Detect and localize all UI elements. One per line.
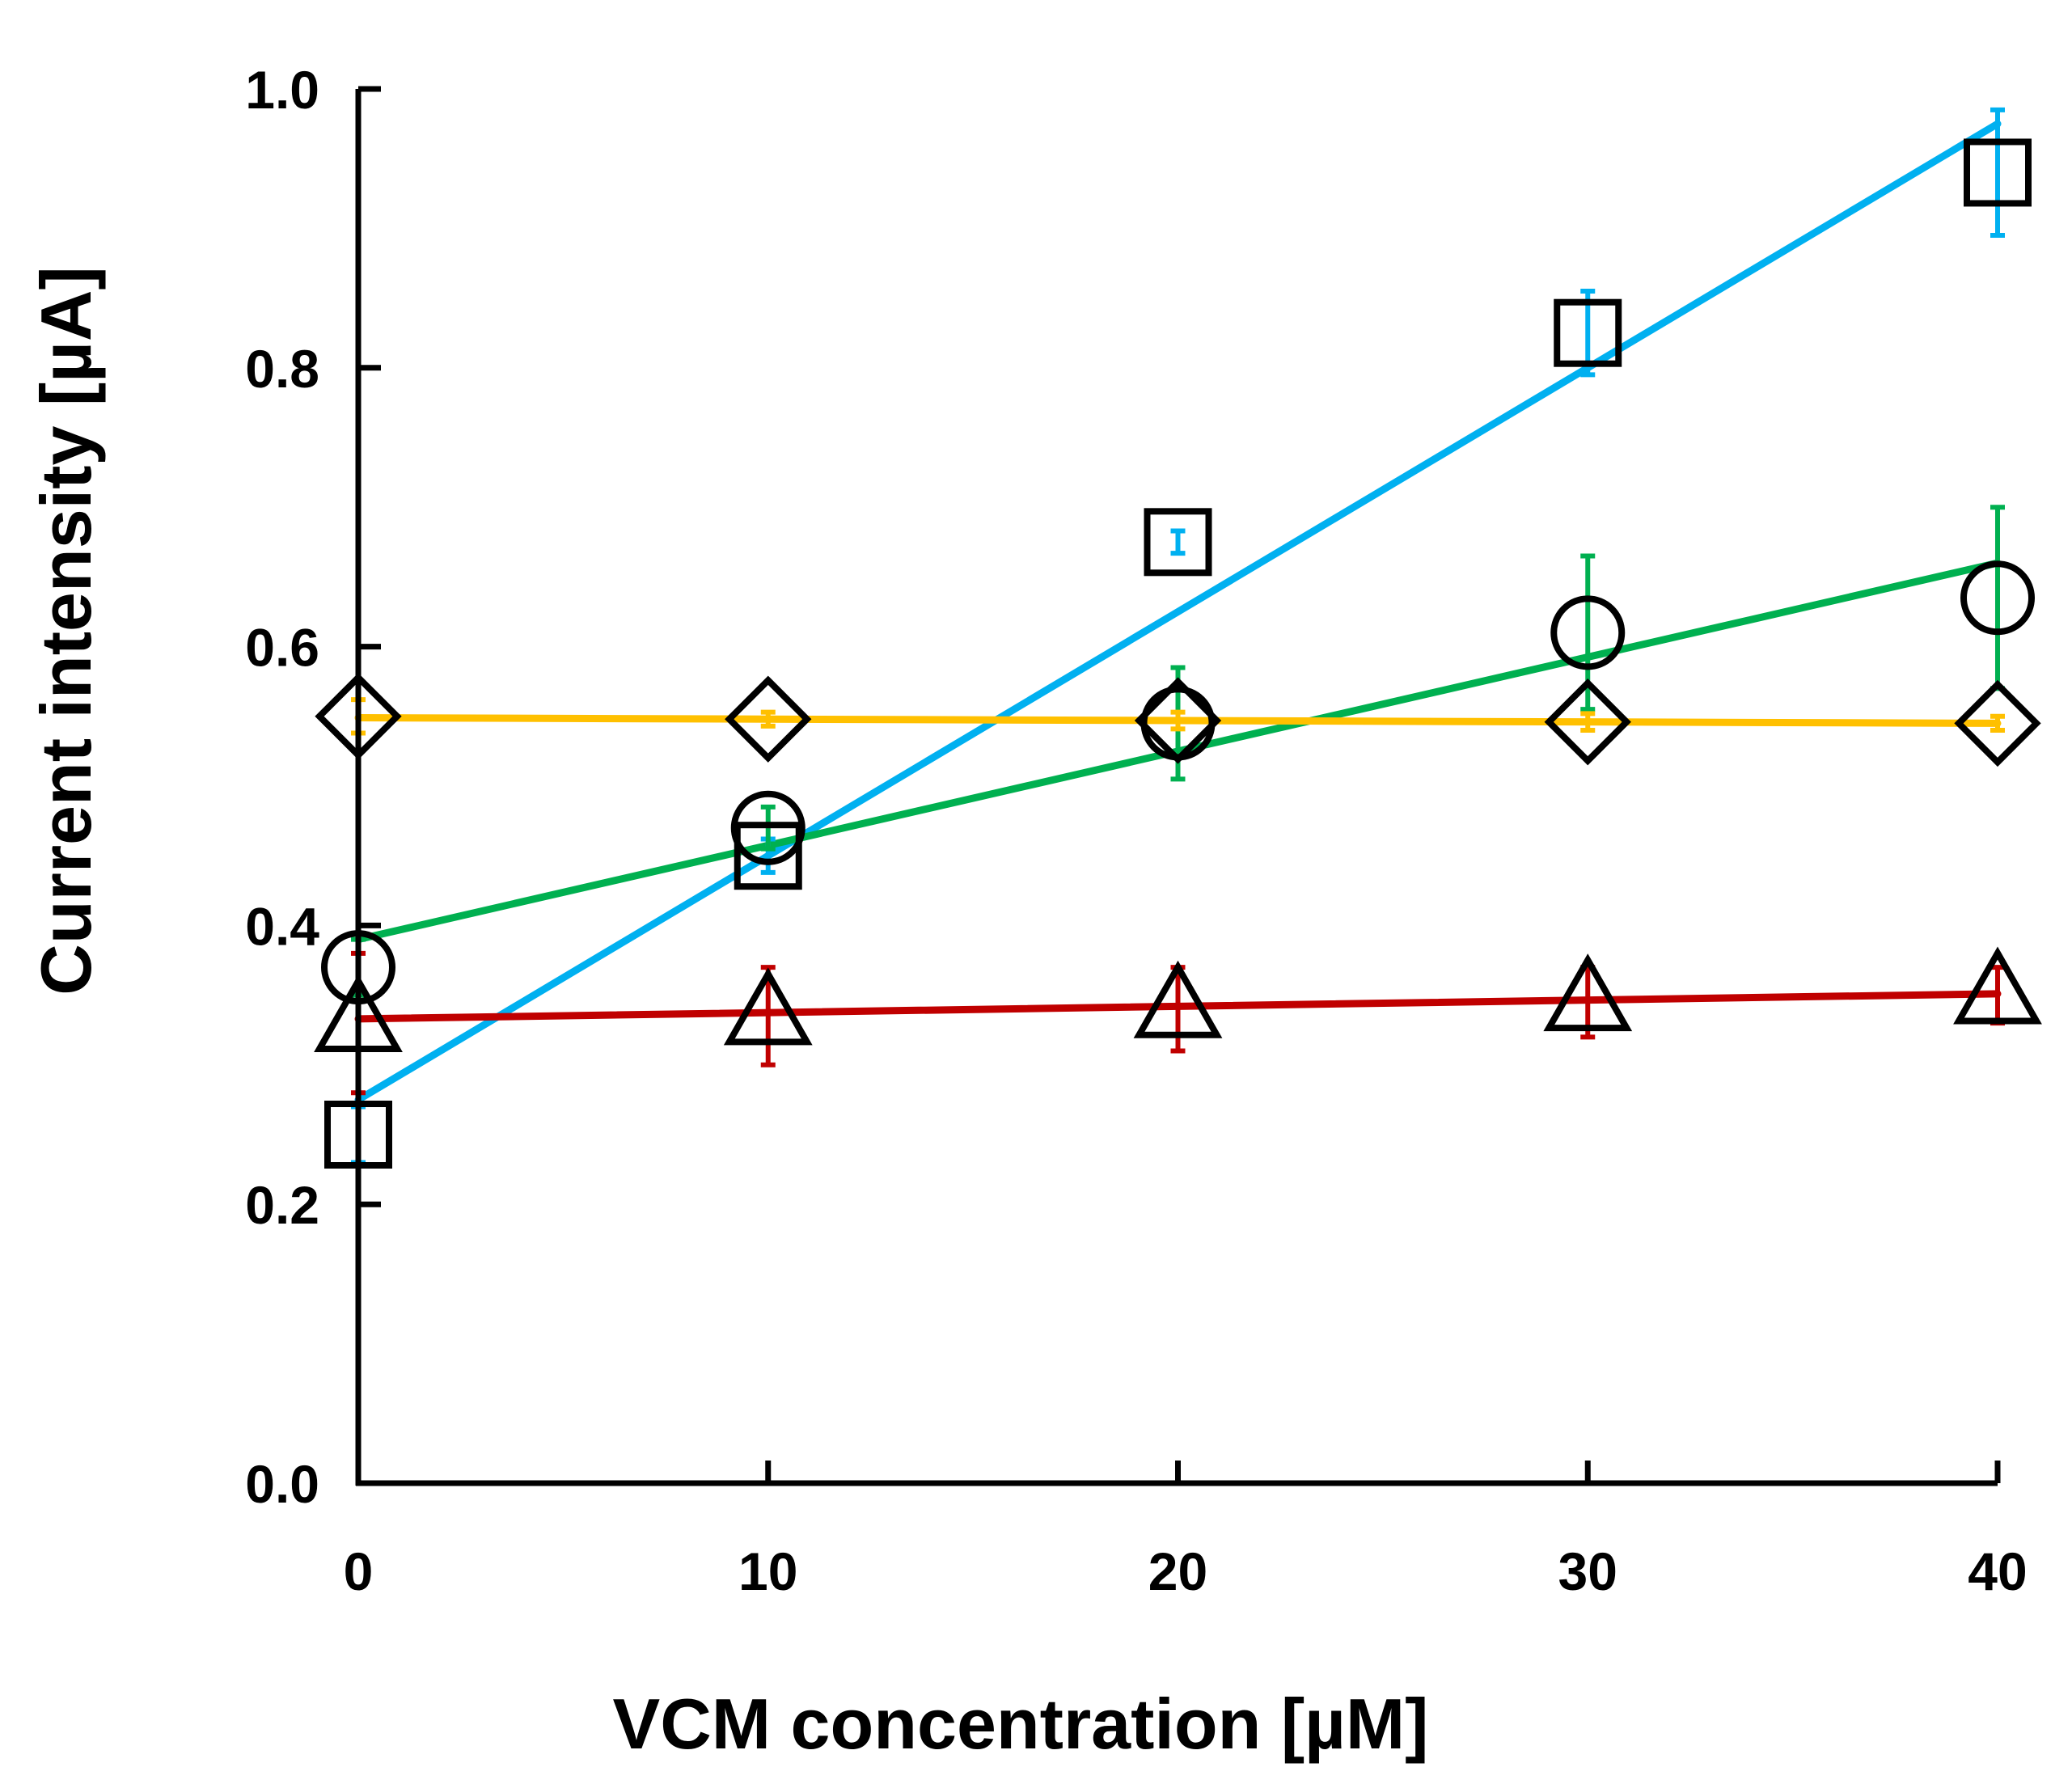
square-point bbox=[1964, 138, 2032, 207]
triangle-point bbox=[1133, 960, 1223, 1038]
square-fit-line bbox=[354, 120, 2002, 1104]
circle-point bbox=[1550, 595, 1626, 670]
x-tick-label: 10 bbox=[738, 1541, 797, 1601]
circle-error-bar bbox=[1990, 505, 2005, 691]
error-bars bbox=[351, 107, 2005, 1165]
triangle-point bbox=[1953, 946, 2042, 1025]
x-tick-label: 0 bbox=[344, 1541, 374, 1601]
y-tick-label: 0.6 bbox=[245, 618, 319, 678]
diamond-error-bar bbox=[1170, 709, 1186, 732]
y-tick-label: 0.2 bbox=[245, 1175, 319, 1235]
diamond-point bbox=[315, 673, 402, 760]
diamond-error-bar bbox=[1580, 711, 1596, 733]
diamond-error-bar bbox=[760, 709, 776, 729]
x-tick-label: 20 bbox=[1148, 1541, 1207, 1601]
circle-point bbox=[1960, 560, 2035, 636]
triangle-point bbox=[314, 974, 403, 1052]
x-tick-label: 30 bbox=[1558, 1541, 1617, 1601]
diamond-error-bar bbox=[1990, 713, 2005, 733]
tick-labels: 0.0 0.2 0.4 0.6 0.8 1.0 0 10 20 30 40 bbox=[245, 60, 2027, 1601]
y-tick-label: 0.0 bbox=[245, 1454, 319, 1514]
square-error-bar bbox=[1170, 528, 1186, 556]
y-tick-label: 0.4 bbox=[245, 896, 319, 956]
square-point bbox=[734, 822, 802, 890]
y-tick-label: 1.0 bbox=[245, 60, 319, 120]
y-tick-label: 0.8 bbox=[245, 339, 319, 399]
square-error-bar bbox=[1990, 107, 2005, 239]
axes bbox=[355, 86, 2001, 1486]
x-tick-label: 40 bbox=[1968, 1541, 2027, 1601]
diamond-point bbox=[1544, 679, 1631, 766]
circle-point bbox=[321, 930, 395, 1005]
fit-lines bbox=[354, 120, 2002, 1104]
diamond-point bbox=[725, 675, 812, 763]
diamond-point bbox=[1954, 679, 2041, 767]
data-markers bbox=[314, 138, 2042, 1169]
triangle-point bbox=[1543, 953, 1633, 1032]
square-point bbox=[1144, 508, 1212, 577]
x-axis-title: VCM concentration [µM] bbox=[613, 1684, 1429, 1764]
triangle-error-bar bbox=[760, 965, 776, 1067]
triangle-point bbox=[723, 967, 813, 1046]
y-axis-title: Current intensity [µA] bbox=[26, 266, 106, 995]
square-point bbox=[324, 1101, 392, 1169]
diamond-point bbox=[1134, 677, 1222, 764]
square-point bbox=[1554, 298, 1622, 367]
circle-point bbox=[730, 790, 806, 865]
